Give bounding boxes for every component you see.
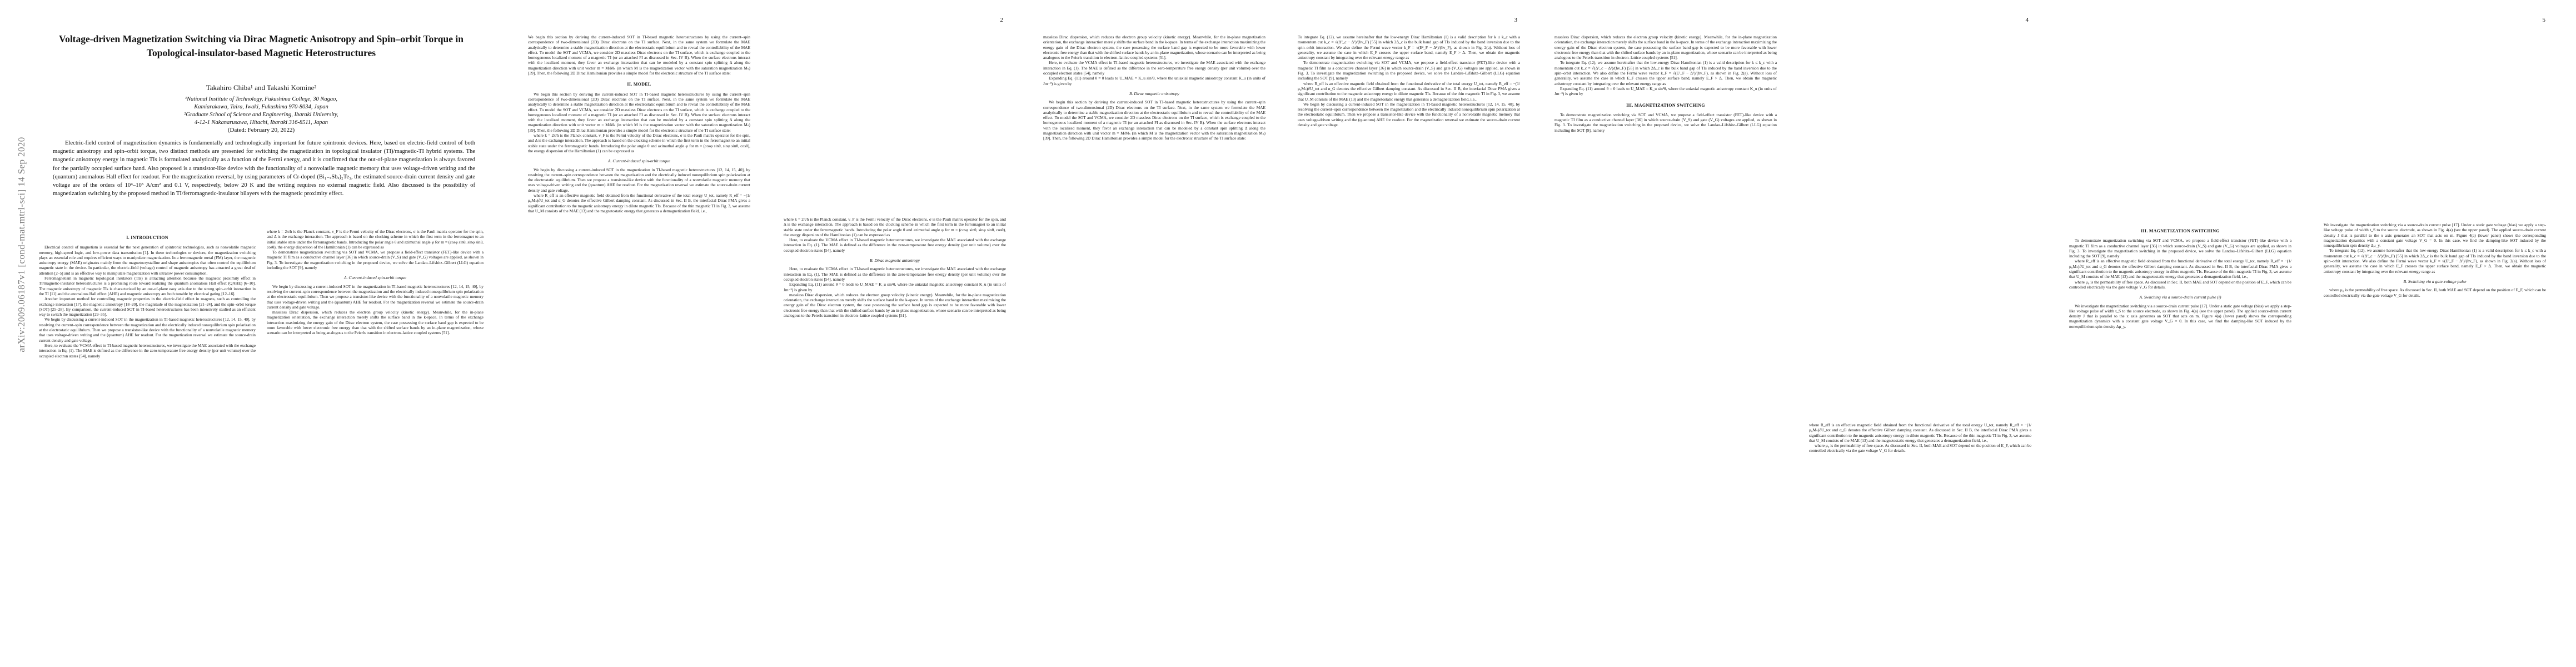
page4-column-right: where R_eff is an effective magnetic fie… (1809, 422, 2031, 650)
paragraph: We investigate the magnetization switchi… (2324, 222, 2546, 248)
paragraph: massless Dirac dispersion, which reduces… (1554, 34, 1777, 61)
page-3: 3 massless Dirac dispersion, which reduc… (1037, 0, 1548, 667)
paragraph: We investigate the magnetization switchi… (2069, 303, 2291, 329)
section-introduction: I. INTRODUCTION (126, 235, 168, 240)
paragraph: To integrate Eq. (12), we assume hereina… (2324, 248, 2546, 274)
page-1: arXiv:2009.06187v1 [cond-mat.mtrl-sci] 1… (0, 0, 522, 667)
paragraph: massless Dirac dispersion, which reduces… (1043, 34, 1265, 61)
paragraph: where μ₀ is the permeability of free spa… (1809, 443, 2031, 454)
paragraph: where R_eff is an effective magnetic fie… (1298, 81, 1520, 102)
date-line: (Dated: February 20, 2022) (227, 127, 295, 133)
paragraph: We begin by discussing a current-induced… (39, 317, 256, 343)
paragraph: where R_eff is an effective magnetic fie… (2069, 258, 2291, 280)
paragraph: where R_eff is an effective magnetic fie… (1809, 422, 2031, 443)
abstract: Electric-field control of magnetization … (53, 139, 475, 198)
affiliation-2: Kamiarakawa, Taira, Iwaki, Fukushima 970… (194, 104, 328, 110)
paragraph: where k = 2π/h is the Planck constant, v… (784, 217, 1006, 237)
paragraph: Here, to evaluate the VCMA effect in TI-… (784, 237, 1006, 253)
paragraph: We begin this section by deriving the cu… (528, 34, 750, 76)
page-5: 5 (a) 0.0 0.5 1.0 1.5 V_S,V_G (V) source… (2059, 0, 2576, 667)
page-number: 2 (1000, 17, 1004, 23)
paragraph: massless Dirac dispersion, which reduces… (267, 310, 484, 336)
page-2: 2 We begin this section by deriving the … (522, 0, 1528, 667)
title-line-2: Topological-insulator-based Magnetic Het… (146, 47, 376, 58)
page-4: 4 massless Dirac dispersion, which reduc… (1548, 0, 2059, 667)
paragraph: Expanding Eq. (11) around θ = 0 leads to… (1043, 76, 1265, 86)
author-list: Takahiro Chiba¹ and Takashi Komine² (206, 83, 317, 92)
page5-column-right: We investigate the magnetization switchi… (2324, 222, 2546, 650)
page2-column-left: We begin this section by deriving the cu… (528, 34, 750, 649)
subsection-dirac-anisotropy: B. Dirac magnetic anisotropy (870, 258, 920, 263)
arxiv-stamp: arXiv:2009.06187v1 [cond-mat.mtrl-sci] 1… (16, 137, 27, 352)
paragraph: where μ₀ is the permeability of free spa… (2324, 287, 2546, 298)
page-number: 4 (2025, 17, 2029, 23)
paragraph: We begin this section by deriving the cu… (1043, 99, 1265, 141)
paragraph: massless Dirac dispersion, which reduces… (784, 292, 1006, 318)
page-number: 5 (2542, 17, 2546, 23)
paragraph: Here, to evaluate the VCMA effect in TI-… (1043, 60, 1265, 76)
affiliations: ¹National Institute of Technology, Fukus… (39, 96, 484, 127)
paragraph: Electrical control of magnetism is essen… (39, 245, 256, 276)
affiliation-3: ²Graduate School of Science and Engineer… (184, 112, 338, 118)
subsection-dirac-anisotropy: B. Dirac magnetic anisotropy (1129, 91, 1179, 96)
paragraph: where k = 2π/h is the Planck constant, v… (528, 133, 750, 153)
paragraph: We begin by discussing a current-induced… (1298, 101, 1520, 128)
subsection-gate-voltage-pulse: B. Switching via a gate-voltage pulse (2403, 278, 2467, 284)
affiliation-4: 4-12-1 Nakanarusawa, Hitachi, Ibaraki 31… (194, 120, 328, 126)
paragraph: Ferromagnetism in magnetic topological i… (39, 276, 256, 296)
page-number: 3 (1514, 17, 1518, 23)
paragraph: where μ₀ is the permeability of free spa… (2069, 279, 2291, 290)
page3-column-left: massless Dirac dispersion, which reduces… (1043, 34, 1265, 651)
page-title: Voltage-driven Magnetization Switching v… (39, 32, 484, 60)
title-line-1: Voltage-driven Magnetization Switching v… (59, 33, 464, 44)
abstract-text: Electric-field control of magnetization … (53, 140, 475, 197)
paragraph: Expanding Eq. (11) around θ = 0 leads to… (1554, 86, 1777, 97)
page4-column-left: massless Dirac dispersion, which reduces… (1554, 34, 1777, 651)
section-magnetization-switching: III. MAGNETIZATION SWITCHING (2141, 228, 2220, 233)
paragraph: Expanding Eq. (11) around θ = 0 leads to… (784, 282, 1006, 292)
page2-column-right: where k = 2π/h is the Planck constant, v… (784, 217, 1006, 650)
page5-column-left: III. MAGNETIZATION SWITCHING To demonstr… (2069, 222, 2291, 650)
paragraph: Another important method for controlling… (39, 296, 256, 317)
section-magnetization-switching: III. MAGNETIZATION SWITCHING (1626, 102, 1705, 108)
paragraph: We begin by discussing a current-induced… (528, 167, 750, 193)
page1-column-left: I. INTRODUCTION Electrical control of ma… (39, 229, 256, 651)
paragraph: We begin this section by deriving the cu… (528, 91, 750, 133)
subsection-source-drain-pulse: A. Switching via a source-drain current … (2139, 295, 2221, 300)
paragraph: To demonstrate magnetization switching v… (267, 250, 484, 271)
paragraph: To integrate Eq. (12), we assume hereina… (1298, 34, 1520, 61)
subsection-sot: A. Current-induced spin-orbit torque (607, 158, 671, 164)
paragraph: We begin by discussing a current-induced… (267, 283, 484, 310)
paragraph: Here, to evaluate the VCMA effect in TI-… (784, 266, 1006, 282)
paragraph: To demonstrate magnetization switching v… (1554, 112, 1777, 133)
subsection-current-induced-sot: A. Current-induced spin-orbit torque (343, 275, 407, 281)
paragraph: To integrate Eq. (12), we assume hereina… (1554, 60, 1777, 86)
section-model: II. MODEL (627, 82, 651, 87)
page1-column-right: where k = 2π/h is the Planck constant, v… (267, 229, 484, 651)
paragraph: Here, to evaluate the VCMA effect in TI-… (39, 342, 256, 359)
page3-column-right: To integrate Eq. (12), we assume hereina… (1298, 34, 1520, 651)
paragraph: To demonstrate magnetization switching v… (1298, 60, 1520, 81)
paragraph: To demonstrate magnetization switching v… (2069, 238, 2291, 259)
affiliation-1: ¹National Institute of Technology, Fukus… (185, 96, 337, 102)
paragraph: where k = 2π/h is the Planck constant, v… (267, 229, 484, 250)
paragraph: where R_eff is an effective magnetic fie… (528, 193, 750, 213)
